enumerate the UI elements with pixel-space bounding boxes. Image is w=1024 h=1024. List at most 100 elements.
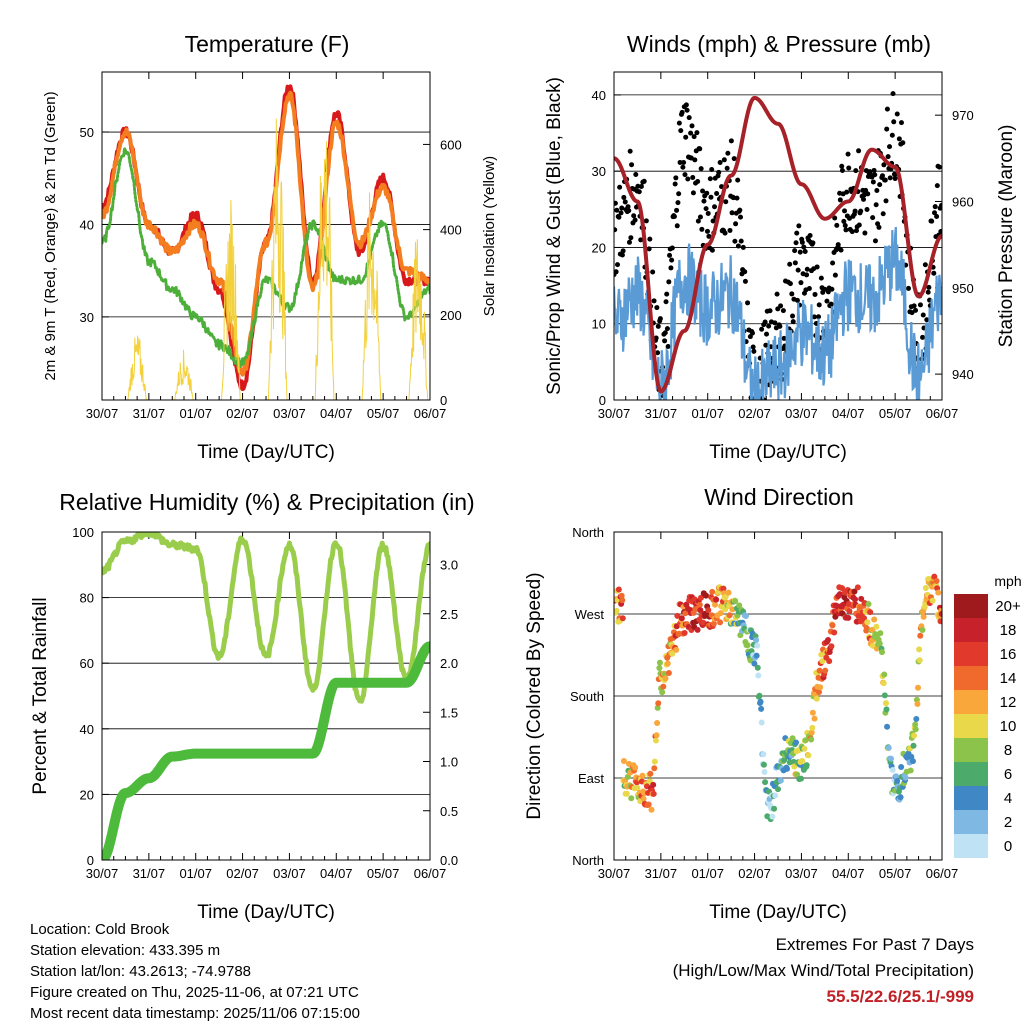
- gust-point: [676, 120, 682, 126]
- gust-point: [627, 148, 633, 154]
- panel-title-1: Winds (mph) & Pressure (mb): [627, 31, 931, 57]
- y-tick-label: 30: [80, 310, 94, 325]
- gust-point: [789, 291, 795, 297]
- gust-point: [614, 207, 620, 213]
- legend-swatch: [954, 618, 988, 642]
- x-tick-label: 05/07: [367, 866, 400, 881]
- gust-point: [872, 238, 878, 244]
- direction-point: [871, 616, 878, 623]
- series-wind: [614, 226, 942, 400]
- gust-point: [883, 198, 889, 204]
- direction-point: [898, 764, 905, 771]
- direction-point: [917, 632, 924, 639]
- gust-point: [898, 120, 904, 126]
- direction-point: [760, 751, 767, 758]
- gust-point: [896, 136, 902, 142]
- gust-point: [777, 323, 783, 329]
- direction-point: [758, 719, 765, 726]
- gust-point: [662, 338, 668, 344]
- direction-point: [697, 607, 704, 614]
- gust-point: [735, 243, 741, 249]
- gust-point: [861, 196, 867, 202]
- direction-point: [873, 623, 880, 630]
- direction-point: [933, 578, 940, 585]
- x-tick-label: 04/07: [320, 866, 353, 881]
- gust-point: [828, 301, 834, 307]
- direction-point: [809, 709, 816, 716]
- y2-tick-label: 600: [440, 137, 462, 152]
- gust-point: [856, 222, 862, 228]
- legend-label: 18: [1000, 622, 1017, 639]
- gust-point: [830, 260, 836, 266]
- gust-point: [684, 107, 690, 113]
- direction-point: [816, 689, 823, 696]
- y2-tick-label: 0.5: [440, 804, 458, 819]
- gust-point: [664, 326, 670, 332]
- gust-point: [707, 176, 713, 182]
- direction-point: [645, 801, 652, 808]
- legend-swatch: [954, 690, 988, 714]
- gust-point: [737, 207, 743, 213]
- direction-point: [656, 659, 663, 666]
- gust-point: [651, 298, 657, 304]
- panel-title-0: Temperature (F): [185, 31, 350, 57]
- direction-point: [889, 766, 896, 773]
- gust-point: [852, 208, 858, 214]
- direction-point: [819, 658, 826, 665]
- y-tick-label: 40: [80, 722, 94, 737]
- y-tick-label: East: [578, 771, 604, 786]
- gust-point: [774, 291, 780, 297]
- gust-point: [822, 286, 828, 292]
- y-tick-label: 10: [592, 317, 606, 332]
- gust-point: [818, 275, 824, 281]
- gust-point: [673, 175, 679, 181]
- gust-point: [657, 316, 663, 322]
- gust-point: [686, 115, 692, 121]
- gust-point: [683, 102, 689, 108]
- gust-point: [727, 227, 733, 233]
- direction-point: [876, 640, 883, 647]
- direction-point: [754, 642, 761, 649]
- direction-point: [920, 613, 927, 620]
- gust-point: [874, 188, 880, 194]
- direction-point: [654, 720, 661, 727]
- panel-frame-1: [613, 71, 943, 401]
- direction-point: [648, 806, 655, 813]
- gust-point: [834, 222, 840, 228]
- gust-point: [811, 314, 817, 320]
- gust-point: [725, 150, 731, 156]
- direction-point: [751, 660, 758, 667]
- direction-point: [839, 585, 846, 592]
- x-tick-label: 03/07: [785, 866, 818, 881]
- gust-point: [844, 189, 850, 195]
- gust-point: [890, 91, 896, 97]
- direction-point: [732, 597, 739, 604]
- gust-point: [807, 232, 813, 238]
- gust-point: [655, 323, 661, 329]
- gust-point: [622, 199, 628, 205]
- gust-point: [832, 272, 838, 278]
- gust-point: [666, 279, 672, 285]
- gust-point: [701, 198, 707, 204]
- direction-point: [755, 672, 762, 679]
- gust-point: [632, 217, 638, 223]
- direction-point: [865, 601, 872, 608]
- direction-point: [640, 795, 647, 802]
- direction-point: [854, 584, 861, 591]
- direction-point: [634, 784, 641, 791]
- x-tick-label: 06/07: [414, 866, 447, 881]
- direction-point: [775, 786, 781, 793]
- direction-point: [851, 588, 858, 595]
- x-tick-label: 30/07: [598, 406, 631, 421]
- gust-point: [829, 286, 835, 292]
- direction-point: [639, 772, 646, 779]
- direction-point: [713, 596, 720, 603]
- info-elevation: Station elevation: 433.395 m: [30, 942, 221, 959]
- legend-label: 8: [1004, 742, 1012, 759]
- gust-point: [814, 264, 820, 270]
- direction-point: [915, 684, 922, 691]
- gust-point: [706, 233, 712, 239]
- gust-point: [676, 191, 682, 197]
- legend-swatch: [954, 762, 988, 786]
